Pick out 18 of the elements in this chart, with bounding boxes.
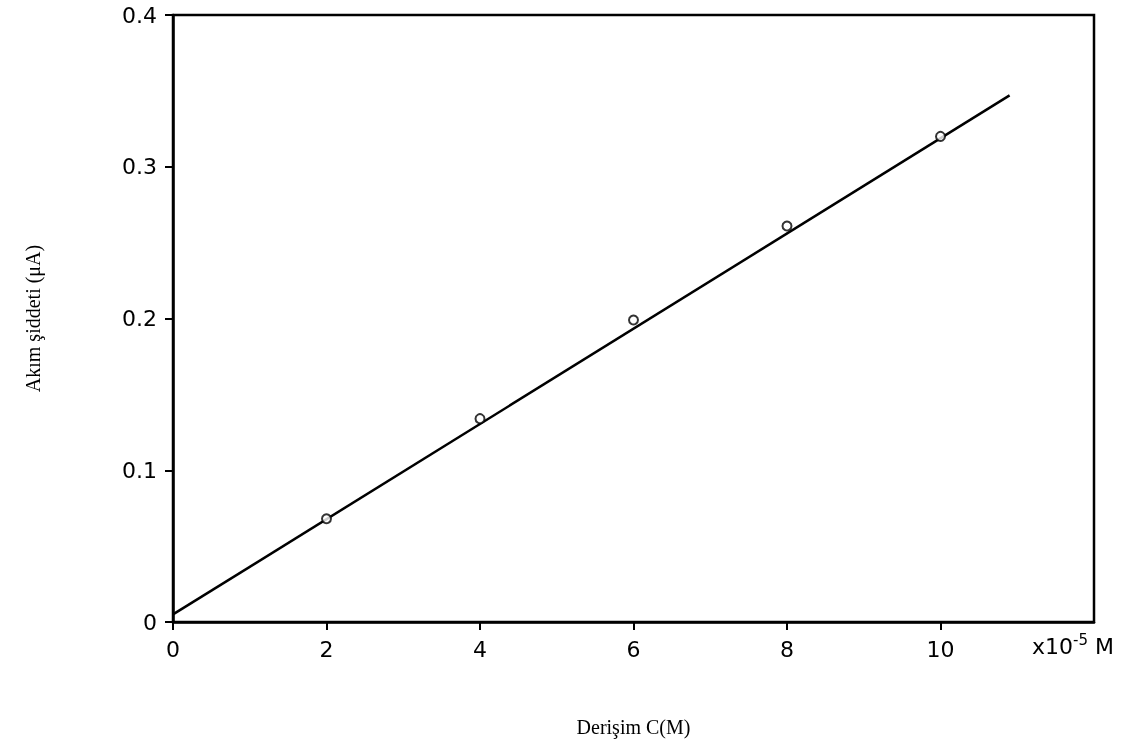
point	[474, 413, 486, 425]
x-axis-title: Derişim C(M)	[576, 716, 691, 739]
point	[628, 314, 639, 326]
x-tick-label: 6	[626, 636, 641, 662]
point	[935, 130, 946, 142]
x-tick-label: 8	[780, 636, 794, 662]
y-tick-label: 0.1	[122, 457, 157, 483]
y-tick-label: 0.4	[122, 2, 157, 28]
point	[781, 220, 793, 232]
x-tick-label: 2	[319, 636, 334, 662]
x-tick-label: 0	[166, 636, 180, 662]
y-tick-label: 0.2	[122, 306, 157, 331]
point	[321, 513, 332, 525]
x-tick-label: 10	[926, 636, 955, 662]
x-tick-label: 4	[473, 636, 487, 662]
y-tick-label: 0.3	[122, 154, 157, 180]
y-tick-label: 0	[143, 609, 157, 635]
y-axis-title: Akım şiddeti (μA)	[22, 244, 45, 393]
